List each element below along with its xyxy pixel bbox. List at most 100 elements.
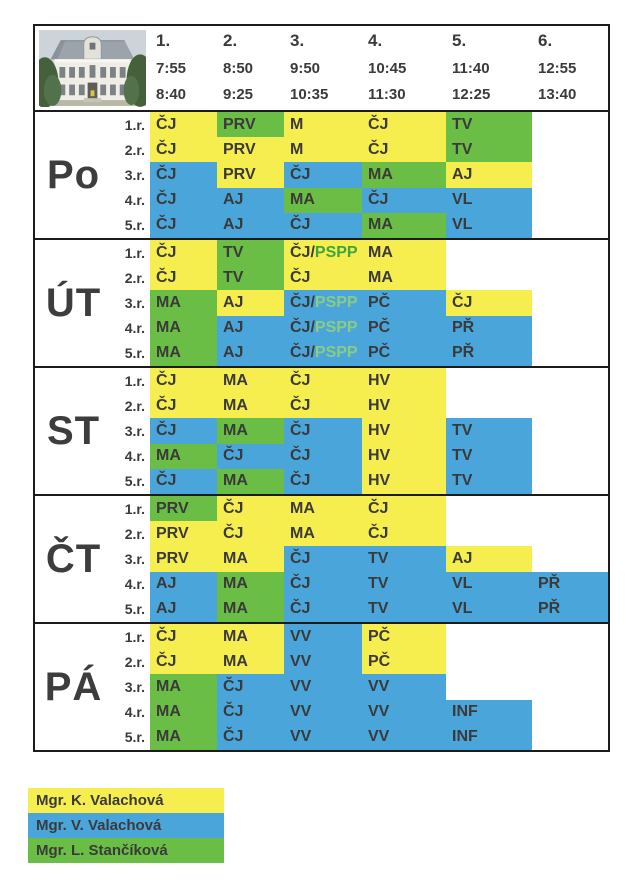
timetable-row: 4.r. ČJ AJ MA ČJ VL (112, 187, 608, 213)
timetable-row: 4.r. AJ MA ČJ TV VL PŘ (112, 571, 608, 597)
subject-label: AJ (452, 549, 473, 567)
timetable-cell: ČJ (362, 521, 446, 547)
day-rows: 1.r. ČJ TV ČJ/PSPP MA 2.r. ČJ TV ČJ MA 3.r. MA AJ ČJ/… (112, 240, 608, 366)
timetable-cell: ČJ (284, 265, 362, 291)
timetable-cell-empty (446, 496, 532, 521)
timetable-cell: ČJ (150, 393, 217, 419)
timetable-cell-empty (532, 112, 608, 137)
subject-label: AJ (223, 191, 244, 209)
timetable-row: 3.r. MA AJ ČJ/PSPP PČ ČJ (112, 290, 608, 316)
timetable-cell: ČJ (284, 212, 362, 238)
subject-label: VL (452, 216, 473, 234)
timetable-row: 2.r. ČJ TV ČJ MA (112, 265, 608, 291)
timetable-cell: PRV (150, 546, 217, 572)
subject-label: ČJ (223, 524, 244, 542)
grade-label: 2.r. (124, 525, 145, 542)
timetable-cell: VV (284, 724, 362, 750)
grade-label: 1.r. (124, 372, 145, 389)
grade-label: 2.r. (124, 141, 145, 158)
subject-label: ČJ (290, 549, 311, 567)
timetable-cell: PRV (217, 112, 284, 138)
timetable-cell: HV (362, 443, 446, 469)
grade-label: 4.r. (124, 192, 145, 209)
subject-label: TV (452, 421, 473, 439)
grade-label: 3.r. (124, 678, 145, 695)
subject-label: ČJ (156, 216, 177, 234)
timetable-cell: ČJ (217, 699, 284, 725)
timetable-cell: ČJ (217, 496, 284, 522)
timetable-cell-empty (532, 188, 608, 213)
timetable-cell: AJ (446, 546, 532, 572)
timetable-row: 5.r. MA AJ ČJ/PSPP PČ PŘ (112, 340, 608, 366)
subject-label: MA (290, 524, 315, 542)
subject-label: HV (368, 472, 391, 490)
subject-label: HV (368, 447, 391, 465)
subject-label: PŘ (452, 319, 475, 337)
timetable-cell: PŘ (532, 596, 608, 622)
subject-label: TV (452, 447, 473, 465)
subject-label: TV (452, 472, 473, 490)
timetable-cell: TV (362, 546, 446, 572)
subject-suffix-label: PSPP (314, 293, 358, 311)
timetable-row: 2.r. ČJ MA VV PČ (112, 649, 608, 675)
timetable-cell: VL (446, 187, 532, 213)
grade-label: 5.r. (124, 729, 145, 746)
subject-label: MA (223, 652, 248, 670)
timetable-row: 4.r. MA ČJ ČJ HV TV (112, 443, 608, 469)
subject-label: ČJ (290, 396, 311, 414)
period-number: 4. (368, 31, 383, 50)
timetable-cell: ČJ (150, 187, 217, 213)
timetable-row: 5.r. AJ MA ČJ TV VL PŘ (112, 596, 608, 622)
subject-label: PRV (156, 524, 189, 542)
subject-label: MA (290, 499, 315, 517)
subject-label: ČJ (368, 499, 389, 517)
timetable-cell: ČJ/PSPP (284, 290, 362, 316)
timetable-cell: AJ (150, 596, 217, 622)
timetable-cell: VV (362, 724, 446, 750)
timetable-cell: TV (446, 418, 532, 444)
subject-label: MA (223, 396, 248, 414)
day-label: PÁ (44, 664, 103, 709)
timetable-sheet: 1. 7:55 8:40 2. 8:50 9:25 3. 9:50 10:35 4. 10:45 11… (31, 24, 610, 752)
period-number: 1. (156, 31, 171, 50)
timetable-cell: TV (446, 137, 532, 163)
day-label: ÚT (45, 280, 102, 325)
timetable-cell: MA (217, 571, 284, 597)
timetable-cell-empty (446, 624, 532, 649)
period-end-time: 12:25 (452, 86, 491, 103)
timetable-cell: TV (362, 596, 446, 622)
timetable-cell: PRV (217, 162, 284, 188)
timetable-cell: MA (362, 212, 446, 238)
period-end-time: 9:25 (223, 86, 254, 103)
timetable-cell: ČJ (362, 112, 446, 138)
timetable-row: 3.r. PRV MA ČJ TV AJ (112, 546, 608, 572)
subject-label: ČJ (156, 371, 177, 389)
timetable-cell: INF (446, 699, 532, 725)
timetable-row: 3.r. ČJ PRV ČJ MA AJ (112, 162, 608, 188)
timetable-row: 1.r. PRV ČJ MA ČJ (112, 496, 608, 522)
subject-label: VL (452, 600, 473, 618)
subject-label: MA (156, 728, 181, 746)
timetable-cell: VV (284, 624, 362, 650)
subject-label: MA (368, 243, 393, 261)
timetable-cell-empty (532, 137, 608, 162)
subject-label: ČJ (156, 652, 177, 670)
timetable-cell: PŘ (532, 571, 608, 597)
timetable-cell: ČJ (150, 265, 217, 291)
timetable-row: 3.r. MA ČJ VV VV (112, 674, 608, 700)
timetable-cell-empty (532, 444, 608, 469)
timetable-row: 1.r. ČJ PRV M ČJ TV (112, 112, 608, 138)
timetable-cell: MA (150, 443, 217, 469)
day-rows: 1.r. PRV ČJ MA ČJ 2.r. PRV ČJ MA ČJ 3.r. PRV MA ČJ TV A… (112, 496, 608, 622)
timetable-cell: MA (284, 496, 362, 522)
timetable-cell: ČJ (150, 649, 217, 675)
subject-label: MA (223, 421, 248, 439)
timetable-cell-empty (446, 265, 532, 290)
period-start-time: 9:50 (290, 60, 321, 77)
grade-label: 4.r. (124, 448, 145, 465)
timetable-row: 2.r. ČJ PRV M ČJ TV (112, 137, 608, 163)
timetable-row: 5.r. ČJ MA ČJ HV TV (112, 468, 608, 494)
timetable-cell: VV (362, 674, 446, 700)
timetable-cell: PČ (362, 649, 446, 675)
timetable-cell-empty (446, 521, 532, 546)
